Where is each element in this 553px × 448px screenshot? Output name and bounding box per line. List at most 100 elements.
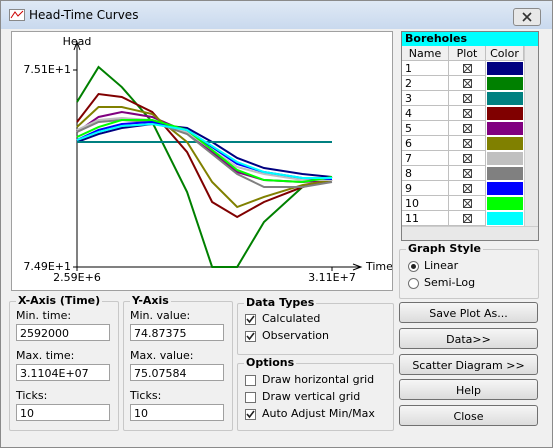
color-swatch[interactable]	[486, 211, 524, 226]
plot-checkbox[interactable]	[463, 154, 472, 163]
column-header: Color	[486, 46, 524, 61]
data-types-group: Data Types Calculated Observation	[237, 296, 394, 355]
plot-checkbox[interactable]	[463, 64, 472, 73]
radio-button[interactable]	[408, 278, 419, 289]
borehole-name: 2	[402, 76, 449, 91]
checkbox[interactable]	[245, 375, 256, 386]
plot-checkbox[interactable]	[463, 214, 472, 223]
app-icon	[9, 9, 25, 21]
check-mark	[246, 410, 255, 419]
field-label: Ticks:	[130, 389, 162, 402]
plot-cell	[449, 136, 486, 151]
plot-cell	[449, 151, 486, 166]
x-tick-label: 3.11E+7	[308, 271, 356, 284]
check-mark	[464, 215, 471, 222]
color-swatch[interactable]	[486, 106, 524, 121]
color-swatch[interactable]	[486, 151, 524, 166]
button[interactable]: Scatter Diagram >>	[399, 354, 538, 375]
chart-area: Head Time 7.51E+1 7.49E+1 2.59E+6 3.11E+7	[11, 31, 393, 291]
color-swatch[interactable]	[486, 181, 524, 196]
radio-button[interactable]	[408, 261, 419, 272]
series-line	[76, 92, 333, 219]
plot-checkbox[interactable]	[463, 169, 472, 178]
series-line	[76, 65, 333, 268]
text-input[interactable]: 10	[16, 404, 110, 421]
button[interactable]: Save Plot As...	[399, 302, 538, 323]
check-mark	[464, 170, 471, 177]
plot-checkbox[interactable]	[463, 139, 472, 148]
check-mark	[464, 155, 471, 162]
color-swatch[interactable]	[486, 136, 524, 151]
plot-cell	[449, 121, 486, 136]
checkbox-label: Calculated	[262, 312, 321, 325]
borehole-name: 5	[402, 121, 449, 136]
check-mark	[464, 185, 471, 192]
close-icon	[522, 12, 532, 22]
plot-cell	[449, 106, 486, 121]
check-mark	[246, 332, 255, 341]
boreholes-table: Boreholes Name Plot Color 1 2 3 4 5 6 7 8 9 10 11	[401, 31, 539, 241]
vertical-scrollbar	[524, 46, 538, 226]
color-swatch[interactable]	[486, 61, 524, 76]
field-label: Min. time:	[16, 309, 72, 322]
group-title: X-Axis (Time)	[16, 294, 103, 307]
title-bar: Head-Time Curves	[1, 1, 552, 29]
table-title: Boreholes	[402, 32, 538, 46]
field-label: Max. value:	[130, 349, 194, 362]
plot-checkbox[interactable]	[463, 199, 472, 208]
field-label: Min. value:	[130, 309, 191, 322]
horizontal-scrollbar	[402, 226, 538, 240]
color-swatch[interactable]	[486, 76, 524, 91]
checkbox[interactable]	[245, 314, 256, 325]
radio-dot	[411, 264, 416, 269]
series-line	[76, 119, 333, 189]
plot-cell	[449, 61, 486, 76]
plot-cell	[449, 166, 486, 181]
check-mark	[464, 110, 471, 117]
checkbox[interactable]	[245, 331, 256, 342]
checkbox-label: Observation	[262, 329, 329, 342]
column-header: Plot	[449, 46, 486, 61]
plot-cell	[449, 181, 486, 196]
borehole-name: 11	[402, 211, 449, 226]
check-mark	[464, 65, 471, 72]
plot-checkbox[interactable]	[463, 184, 472, 193]
borehole-name: 3	[402, 91, 449, 106]
text-input[interactable]: 74.87375	[130, 324, 224, 341]
plot-checkbox[interactable]	[463, 124, 472, 133]
button[interactable]: Close	[399, 405, 538, 426]
check-mark	[464, 125, 471, 132]
color-swatch[interactable]	[486, 121, 524, 136]
plot-checkbox[interactable]	[463, 109, 472, 118]
borehole-name: 6	[402, 136, 449, 151]
window-title: Head-Time Curves	[29, 8, 139, 22]
borehole-name: 9	[402, 181, 449, 196]
series-line	[76, 106, 333, 209]
button[interactable]: Data>>	[399, 328, 538, 349]
borehole-name: 4	[402, 106, 449, 121]
plot-checkbox[interactable]	[463, 94, 472, 103]
button[interactable]: Help	[399, 379, 538, 400]
group-title: Data Types	[244, 296, 317, 309]
series-line	[76, 122, 332, 179]
checkbox[interactable]	[245, 392, 256, 403]
plot-cell	[449, 91, 486, 106]
checkbox-label: Draw vertical grid	[262, 390, 361, 403]
field-label: Ticks:	[16, 389, 48, 402]
plot-cell	[449, 76, 486, 91]
color-swatch[interactable]	[486, 196, 524, 211]
close-button[interactable]	[513, 8, 541, 26]
field-label: Max. time:	[16, 349, 75, 362]
text-input[interactable]: 3.1104E+07	[16, 364, 110, 381]
color-swatch[interactable]	[486, 166, 524, 181]
text-input[interactable]: 2592000	[16, 324, 110, 341]
checkbox-label: Draw horizontal grid	[262, 373, 375, 386]
check-mark	[464, 140, 471, 147]
text-input[interactable]: 75.07584	[130, 364, 224, 381]
borehole-name: 1	[402, 61, 449, 76]
checkbox[interactable]	[245, 409, 256, 420]
text-input[interactable]: 10	[130, 404, 224, 421]
plot-checkbox[interactable]	[463, 79, 472, 88]
color-swatch[interactable]	[486, 91, 524, 106]
